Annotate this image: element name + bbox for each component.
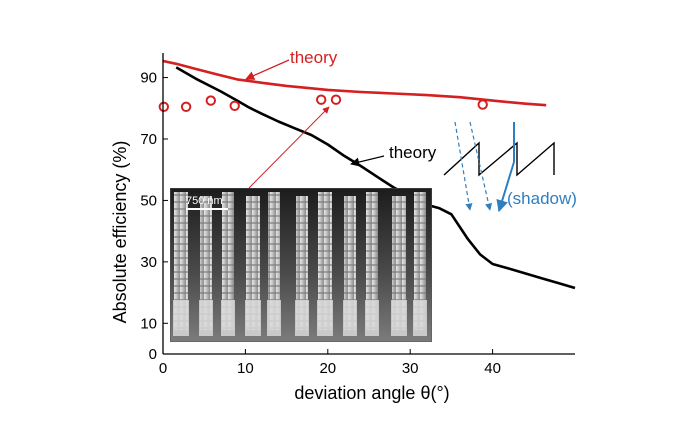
y-tick-label: 0 — [149, 346, 157, 363]
sem-pillar — [174, 192, 188, 330]
sem-pillar-base — [365, 300, 379, 336]
y-tick-label: 30 — [140, 254, 157, 271]
scale-bar-label: 750 nm — [186, 195, 223, 207]
measured-point — [316, 94, 327, 105]
y-tick-label: 50 — [140, 192, 157, 209]
y-tick-label: 70 — [140, 131, 157, 148]
measured-point — [158, 101, 170, 113]
sem-pillar — [344, 196, 356, 330]
sem-pillar — [392, 196, 406, 330]
sem-pillar-base — [317, 300, 333, 336]
y-tick-label: 10 — [140, 315, 157, 332]
sem-pillar-base — [199, 300, 213, 336]
sem-pillar — [222, 192, 234, 330]
x-tick-label: 10 — [237, 360, 254, 377]
y-axis-title: Absolute efficiency (%) — [110, 141, 130, 324]
measured-point — [330, 94, 342, 105]
y-tick-label: 90 — [140, 70, 157, 87]
shadow-ray-diffracted — [496, 161, 515, 213]
sem-pillar-base — [267, 300, 281, 336]
sem-pillar — [296, 196, 308, 330]
shadow-label: (shadow) — [507, 189, 577, 208]
x-axis-title: deviation angle θ(°) — [294, 383, 449, 403]
sem-pillar-base — [413, 300, 427, 336]
sem-pillar-base — [391, 300, 407, 336]
sem-inset-image — [170, 188, 432, 342]
x-tick-label: 40 — [484, 360, 501, 377]
x-tick-label: 0 — [159, 360, 167, 377]
sem-pillar — [268, 192, 280, 330]
incident-ray-2 — [469, 121, 493, 211]
sem-pillar — [200, 196, 212, 330]
theory-red-arrow — [245, 59, 290, 80]
grating-profile — [443, 141, 555, 177]
measured-point — [205, 95, 217, 106]
axes — [162, 53, 575, 355]
sem-pillar-base — [295, 300, 309, 336]
measured-point — [477, 99, 488, 110]
sem-pillar — [318, 192, 332, 330]
sem-pillar — [246, 196, 260, 330]
sem-pillar-base — [245, 300, 261, 336]
sem-pillar — [414, 192, 426, 330]
incident-ray-1 — [454, 121, 473, 211]
inset-pointer-arrow — [248, 106, 330, 189]
theory-black-arrow — [350, 155, 385, 167]
measured-point — [180, 101, 192, 113]
series-line-0 — [162, 59, 547, 107]
series-line-1 — [175, 66, 576, 290]
sem-pillar-base — [221, 300, 235, 336]
x-tick-label: 20 — [319, 360, 336, 377]
measured-point — [229, 100, 240, 112]
sem-pillar — [366, 192, 378, 330]
ticks: 0 10 30 50 70 90 0 10 20 30 40 — [140, 70, 501, 377]
sem-pillar-base — [173, 300, 189, 336]
theory-red-label: theory — [290, 48, 338, 67]
x-tick-label: 30 — [402, 360, 419, 377]
theory-black-label: theory — [389, 143, 437, 162]
sem-pillar-base — [343, 300, 357, 336]
grating-schematic: (shadow) — [443, 121, 577, 213]
scale-bar: 750 nm — [186, 195, 228, 210]
